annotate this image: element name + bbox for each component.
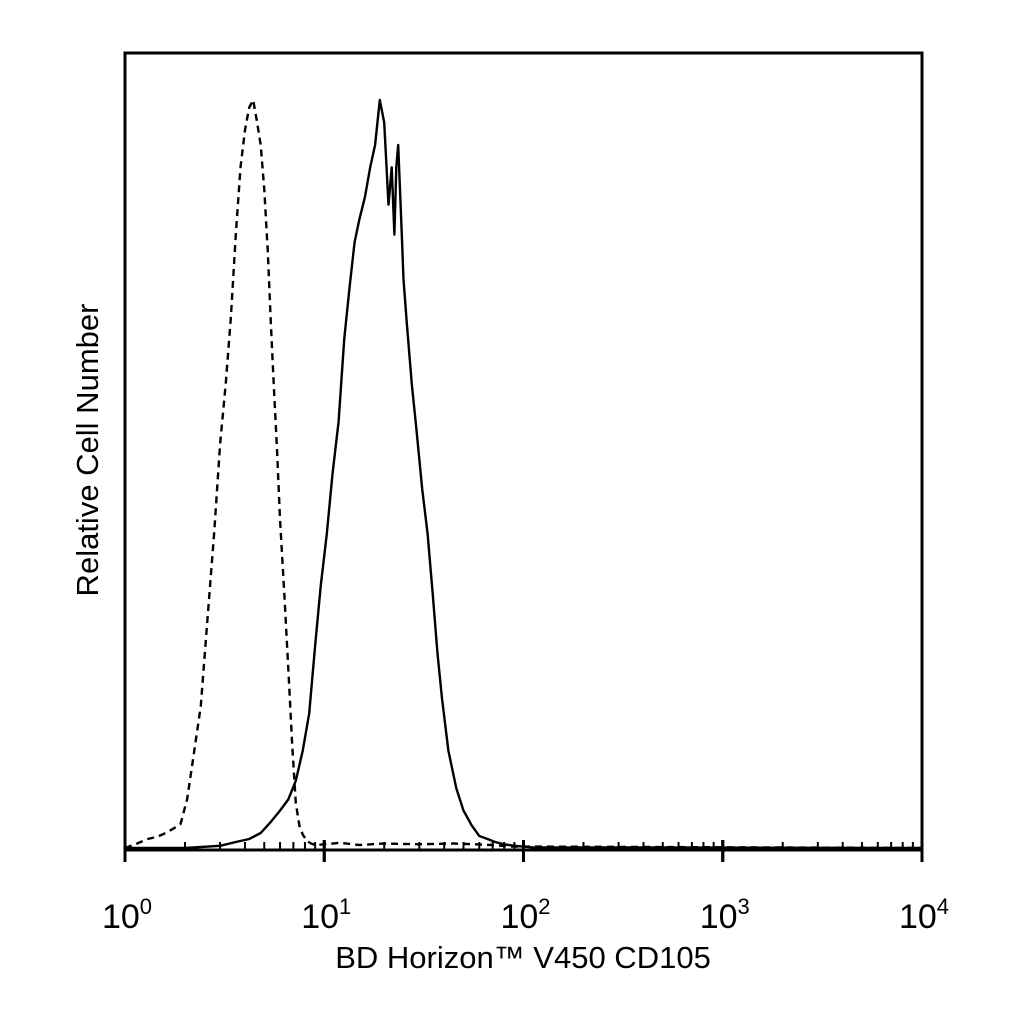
x-axis-tick-labels: 100 101 102 103 104 <box>102 894 949 936</box>
series-layer <box>124 98 923 850</box>
x-tick-label: 103 <box>700 894 750 936</box>
x-tick-label: 101 <box>301 894 351 936</box>
x-tick-label: 104 <box>899 894 949 936</box>
control-histogram-line <box>124 98 923 850</box>
x-tick-label: 102 <box>500 894 550 936</box>
x-tick-label: 100 <box>102 894 152 936</box>
y-axis-title: Relative Cell Number <box>70 304 105 597</box>
plot-frame <box>123 51 924 852</box>
x-axis-title: BD Horizon™ V450 CD105 <box>335 940 711 975</box>
stained-histogram-line <box>125 98 923 850</box>
